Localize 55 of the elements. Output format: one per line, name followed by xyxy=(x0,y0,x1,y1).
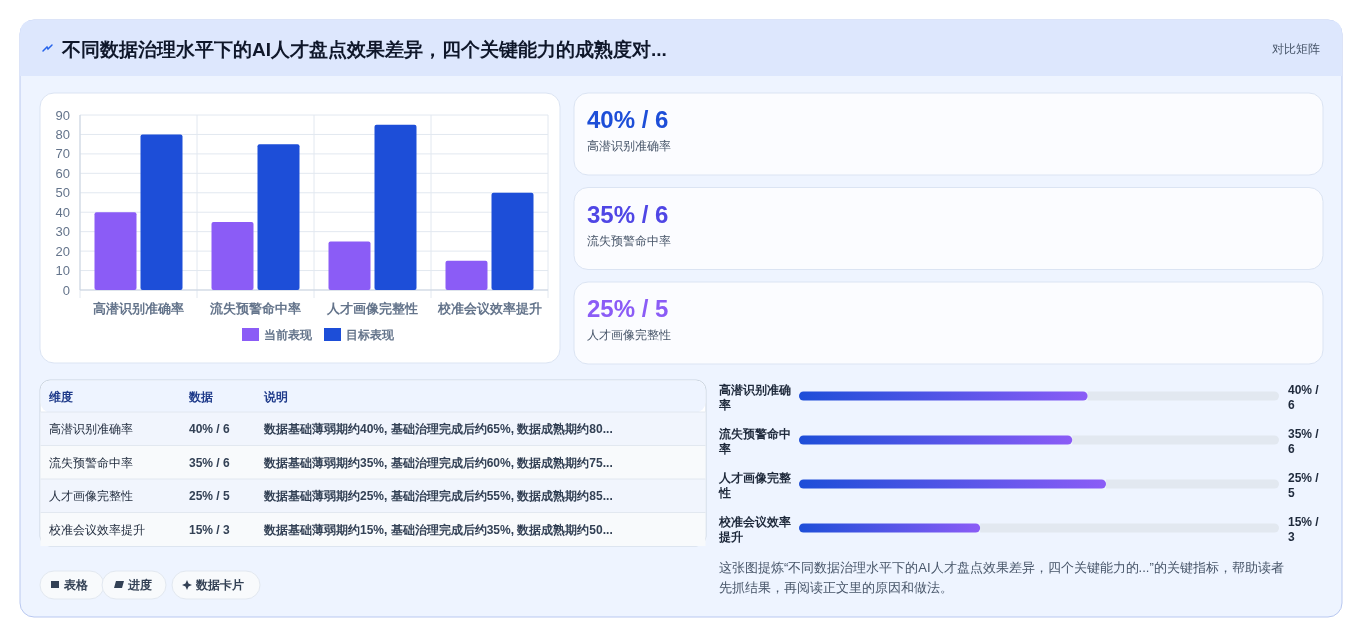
y-tick-label: 50 xyxy=(55,185,70,201)
text: 40% / 6 xyxy=(587,106,669,133)
category-label: 流失预警命中率 xyxy=(587,233,671,248)
y-tick-label: 人才画像完整性 xyxy=(718,471,792,500)
category-label: 高潜识别准确率 xyxy=(587,139,671,153)
text: 15% / 3 xyxy=(189,522,230,537)
category-label: 人才画像完整性 xyxy=(587,328,671,342)
bar xyxy=(140,134,183,290)
chart-title: 不同数据治理水平下的AI人才盘点效果差异，四个关键能力的成熟度对... xyxy=(61,39,667,60)
y-tick-label: 80 xyxy=(55,126,70,142)
bar xyxy=(211,221,254,290)
text: 数据基础薄弱期约40%, 基础治理完成后约65%, 数据成熟期约80... xyxy=(263,422,613,436)
text: 这张图提炼“不同数据治理水平下的AI人才盘点效果差异，四个关键能力的...”的关键指标，帮助读者先抓结果，再阅读正文里的原因和做法。 xyxy=(719,560,1284,595)
text: 40% / 6 xyxy=(189,422,230,436)
text: 15% / 3 xyxy=(1288,515,1320,544)
text: 数据基础薄弱期约35%, 基础治理完成后约60%, 数据成熟期约75... xyxy=(263,455,613,470)
text: 进度 xyxy=(127,578,152,592)
text: 35% / 6 xyxy=(587,200,669,228)
y-tick-label: 90 xyxy=(55,107,70,123)
text: 25% / 5 xyxy=(587,295,669,322)
text: 35% / 6 xyxy=(1288,427,1320,456)
text: 25% / 5 xyxy=(189,489,230,503)
bar xyxy=(374,124,417,290)
legend-label: 目标表现 xyxy=(346,328,395,342)
text: 35% / 6 xyxy=(189,455,230,470)
y-tick-label: 20 xyxy=(55,243,70,259)
x-tick-label: 流失预警命中率 xyxy=(209,301,301,316)
bar xyxy=(94,212,137,290)
bar xyxy=(328,241,371,290)
y-tick-label: 10 xyxy=(55,263,70,279)
y-tick-label: 60 xyxy=(55,165,70,181)
text: 维度 xyxy=(48,390,73,404)
bar xyxy=(491,192,534,290)
text: 数据基础薄弱期约15%, 基础治理完成后约35%, 数据成熟期约50... xyxy=(263,522,613,537)
text: 数据基础薄弱期约25%, 基础治理完成后约55%, 数据成熟期约85... xyxy=(263,489,613,503)
text: 40% / 6 xyxy=(1288,383,1320,412)
y-tick-label: 流失预警命中率 xyxy=(718,427,791,456)
text: 数据卡片 xyxy=(195,578,244,592)
text: 对比矩阵 xyxy=(1272,42,1320,56)
bar xyxy=(445,260,488,290)
y-tick-label: 70 xyxy=(55,146,70,162)
y-tick-label: 0 xyxy=(62,282,70,298)
y-tick-label: 校准会议效率提升 xyxy=(718,515,791,544)
y-tick-label: 30 xyxy=(55,224,70,240)
text: 25% / 5 xyxy=(1288,471,1320,500)
x-tick-label: 高潜识别准确率 xyxy=(93,301,184,316)
text: 数据 xyxy=(188,390,213,404)
text: 说明 xyxy=(263,390,288,404)
y-tick-label: 40 xyxy=(55,204,70,220)
text: 表格 xyxy=(63,578,89,592)
legend-label: 当前表现 xyxy=(264,328,313,342)
x-tick-label: 校准会议效率提升 xyxy=(436,301,542,316)
x-tick-label: 人才画像完整性 xyxy=(326,301,418,316)
bar xyxy=(257,144,300,290)
y-tick-label: 高潜识别准确率 xyxy=(718,383,791,412)
